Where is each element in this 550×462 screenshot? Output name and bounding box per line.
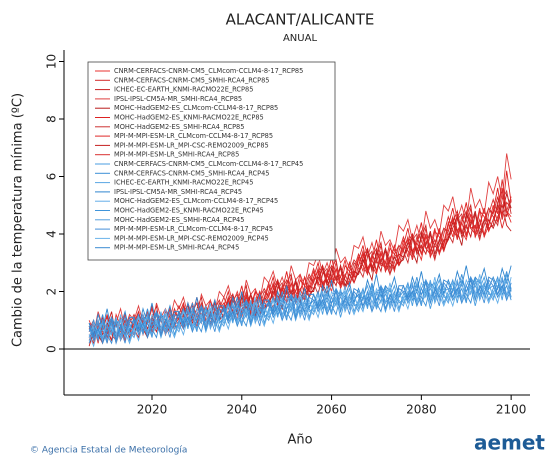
y-tick-label: 8	[45, 115, 59, 123]
legend-label: ICHEC-EC-EARTH_KNMI-RACMO22E_RCP45	[114, 179, 253, 187]
y-tick-label: 4	[45, 230, 59, 238]
legend-label: CNRM-CERFACS-CNRM-CM5_CLMcom-CCLM4-8-17_…	[114, 67, 303, 75]
legend-label: IPSL-IPSL-CM5A-MR_SMHI-RCA4_RCP45	[114, 188, 242, 196]
legend-label: MOHC-HadGEM2-ES_CLMcom-CCLM4-8-17_RCP45	[114, 197, 278, 205]
y-tick-label: 0	[45, 345, 59, 353]
legend-label: CNRM-CERFACS-CNRM-CM5_SMHI-RCA4_RCP45	[114, 169, 270, 177]
legend-label: MPI-M-MPI-ESM-LR_MPI-CSC-REMO2009_RCP45	[114, 234, 269, 242]
legend-label: MPI-M-MPI-ESM-LR_SMHI-RCA4_RCP85	[114, 151, 239, 159]
x-tick-label: 2100	[496, 403, 527, 417]
legend-label: MOHC-HadGEM2-ES_KNMI-RACMO22E_RCP85	[114, 114, 264, 122]
legend-label: MPI-M-MPI-ESM-LR_CLMcom-CCLM4-8-17_RCP45	[114, 225, 273, 233]
chart-subtitle: ANUAL	[283, 33, 317, 44]
legend-label: CNRM-CERFACS-CNRM-CM5_SMHI-RCA4_RCP85	[114, 76, 270, 84]
x-axis-label: Año	[287, 433, 312, 448]
y-tick-label: 6	[45, 173, 59, 181]
series-line	[88, 275, 512, 344]
legend-label: MOHC-HadGEM2-ES_SMHI-RCA4_RCP85	[114, 123, 244, 131]
y-axis-label: Cambio de la temperatura mínima (ºC)	[11, 93, 26, 347]
x-tick-label: 2080	[406, 403, 437, 417]
legend-label: MPI-M-MPI-ESM-LR_MPI-CSC-REMO2009_RCP85	[114, 141, 269, 149]
legend-label: MOHC-HadGEM2-ES_KNMI-RACMO22E_RCP45	[114, 207, 264, 215]
legend-label: ICHEC-EC-EARTH_KNMI-RACMO22E_RCP85	[114, 86, 253, 94]
logo: aemet	[474, 431, 545, 455]
y-tick-label: 2	[45, 288, 59, 296]
source: © Agencia Estatal de Meteorología	[30, 446, 187, 456]
legend-label: IPSL-IPSL-CM5A-MR_SMHI-RCA4_RCP85	[114, 95, 242, 103]
legend-label: MPI-M-MPI-ESM-LR_CLMcom-CCLM4-8-17_RCP85	[114, 132, 273, 140]
x-tick-label: 2020	[137, 403, 168, 417]
legend-label: CNRM-CERFACS-CNRM-CM5_CLMcom-CCLM4-8-17_…	[114, 160, 303, 168]
x-tick-label: 2060	[316, 403, 347, 417]
chart-title: ALACANT/ALICANTE	[226, 11, 375, 29]
legend: CNRM-CERFACS-CNRM-CM5_CLMcom-CCLM4-8-17_…	[87, 61, 336, 261]
y-tick-label: 10	[45, 54, 59, 69]
legend-label: MOHC-HadGEM2-ES_SMHI-RCA4_RCP45	[114, 216, 244, 224]
legend-label: MOHC-HadGEM2-ES_CLMcom-CCLM4-8-17_RCP85	[114, 104, 278, 112]
legend-label: MPI-M-MPI-ESM-LR_SMHI-RCA4_RCP45	[114, 244, 239, 252]
legend-box	[87, 61, 336, 261]
x-tick-label: 2040	[227, 403, 258, 417]
series-line	[88, 276, 512, 345]
series-line	[88, 153, 512, 337]
